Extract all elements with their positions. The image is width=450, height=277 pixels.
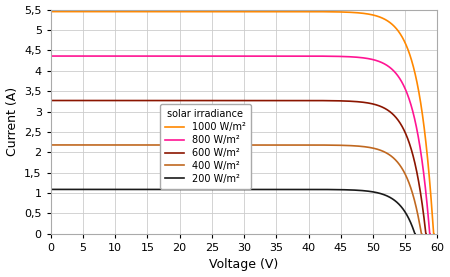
600 W/m² — [342, 99, 348, 103]
1000 W/m² — [431, 232, 436, 235]
400 W/m² — [192, 143, 197, 147]
200 W/m² — [206, 188, 211, 191]
Legend: 1000 W/m², 800 W/m², 600 W/m², 400 W/m², 200 W/m²: 1000 W/m², 800 W/m², 600 W/m², 400 W/m²,… — [160, 104, 251, 189]
Line: 400 W/m²: 400 W/m² — [51, 145, 422, 234]
200 W/m² — [261, 188, 266, 191]
Line: 800 W/m²: 800 W/m² — [51, 56, 430, 234]
800 W/m² — [404, 91, 410, 95]
800 W/m² — [393, 71, 399, 75]
600 W/m² — [423, 232, 429, 235]
200 W/m² — [48, 188, 54, 191]
Line: 1000 W/m²: 1000 W/m² — [51, 12, 434, 234]
600 W/m² — [51, 99, 56, 102]
800 W/m² — [148, 54, 153, 58]
800 W/m² — [351, 55, 356, 59]
200 W/m² — [412, 232, 418, 235]
1000 W/m² — [257, 10, 262, 13]
400 W/m² — [391, 157, 396, 160]
400 W/m² — [418, 232, 424, 235]
600 W/m² — [392, 115, 397, 118]
200 W/m² — [413, 232, 418, 235]
400 W/m² — [48, 143, 54, 147]
Y-axis label: Current (A): Current (A) — [5, 87, 18, 156]
Line: 600 W/m²: 600 W/m² — [51, 101, 426, 234]
800 W/m² — [427, 232, 432, 235]
600 W/m² — [184, 99, 190, 102]
200 W/m² — [364, 189, 369, 193]
400 W/m² — [61, 143, 66, 147]
200 W/m² — [197, 188, 202, 191]
400 W/m² — [400, 169, 406, 172]
800 W/m² — [262, 54, 267, 58]
1000 W/m² — [387, 21, 393, 24]
600 W/m² — [423, 232, 429, 235]
600 W/m² — [48, 99, 54, 102]
800 W/m² — [428, 232, 433, 235]
400 W/m² — [358, 145, 363, 148]
600 W/m² — [175, 99, 180, 102]
Line: 200 W/m²: 200 W/m² — [51, 189, 415, 234]
1000 W/m² — [383, 18, 388, 21]
X-axis label: Voltage (V): Voltage (V) — [210, 258, 279, 271]
400 W/m² — [277, 143, 283, 147]
200 W/m² — [229, 188, 234, 191]
800 W/m² — [48, 54, 54, 58]
400 W/m² — [419, 232, 424, 235]
1000 W/m² — [431, 232, 436, 235]
1000 W/m² — [48, 10, 54, 13]
800 W/m² — [275, 54, 281, 58]
200 W/m² — [194, 188, 199, 191]
1000 W/m² — [50, 10, 55, 13]
1000 W/m² — [393, 26, 398, 30]
600 W/m² — [303, 99, 309, 102]
1000 W/m² — [425, 160, 431, 163]
